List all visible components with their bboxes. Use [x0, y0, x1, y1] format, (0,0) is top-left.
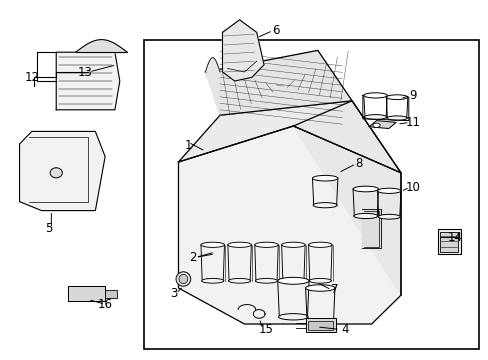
- Text: 10: 10: [405, 181, 420, 194]
- Ellipse shape: [50, 168, 62, 178]
- Text: 3: 3: [169, 287, 177, 300]
- Text: 16: 16: [98, 298, 112, 311]
- Ellipse shape: [255, 278, 277, 283]
- Polygon shape: [368, 121, 395, 129]
- Ellipse shape: [372, 123, 380, 127]
- Polygon shape: [56, 52, 120, 110]
- Ellipse shape: [364, 114, 386, 120]
- Text: 12: 12: [24, 71, 39, 84]
- Ellipse shape: [305, 285, 334, 291]
- Ellipse shape: [386, 116, 407, 120]
- Text: 1: 1: [184, 139, 192, 152]
- Ellipse shape: [277, 277, 308, 284]
- Ellipse shape: [227, 242, 251, 247]
- Polygon shape: [361, 209, 381, 248]
- Ellipse shape: [377, 214, 400, 219]
- Ellipse shape: [254, 242, 278, 247]
- Text: 7: 7: [330, 283, 338, 296]
- Ellipse shape: [176, 272, 190, 286]
- Polygon shape: [205, 50, 351, 115]
- Ellipse shape: [179, 274, 187, 284]
- Text: 15: 15: [259, 323, 273, 336]
- Text: 5: 5: [45, 222, 53, 235]
- Polygon shape: [20, 131, 105, 211]
- Polygon shape: [222, 20, 264, 81]
- Ellipse shape: [308, 242, 331, 247]
- Text: 2: 2: [189, 251, 197, 264]
- Text: 8: 8: [355, 157, 363, 170]
- Bar: [307, 321, 332, 330]
- Ellipse shape: [201, 242, 224, 247]
- Text: 14: 14: [447, 231, 461, 244]
- Ellipse shape: [282, 278, 304, 283]
- Ellipse shape: [281, 242, 305, 247]
- Ellipse shape: [312, 175, 337, 181]
- Ellipse shape: [305, 319, 334, 325]
- Bar: [437, 229, 460, 254]
- Ellipse shape: [377, 188, 400, 193]
- Ellipse shape: [363, 93, 386, 98]
- Ellipse shape: [312, 203, 337, 208]
- Text: 11: 11: [405, 116, 420, 129]
- Text: 13: 13: [78, 66, 93, 78]
- Text: 4: 4: [340, 323, 348, 336]
- Text: 9: 9: [408, 89, 416, 102]
- Ellipse shape: [278, 314, 307, 320]
- Text: 6: 6: [272, 24, 280, 37]
- Ellipse shape: [386, 95, 407, 100]
- Polygon shape: [68, 286, 105, 301]
- Ellipse shape: [353, 213, 377, 219]
- Bar: [144, 40, 478, 349]
- Polygon shape: [205, 58, 220, 72]
- Polygon shape: [178, 101, 400, 173]
- Bar: [439, 232, 457, 252]
- Ellipse shape: [308, 278, 331, 283]
- Bar: [305, 318, 335, 332]
- Ellipse shape: [201, 278, 224, 283]
- Ellipse shape: [352, 186, 378, 192]
- Ellipse shape: [228, 278, 250, 283]
- Polygon shape: [293, 101, 400, 295]
- Bar: [105, 290, 117, 298]
- Polygon shape: [178, 126, 400, 324]
